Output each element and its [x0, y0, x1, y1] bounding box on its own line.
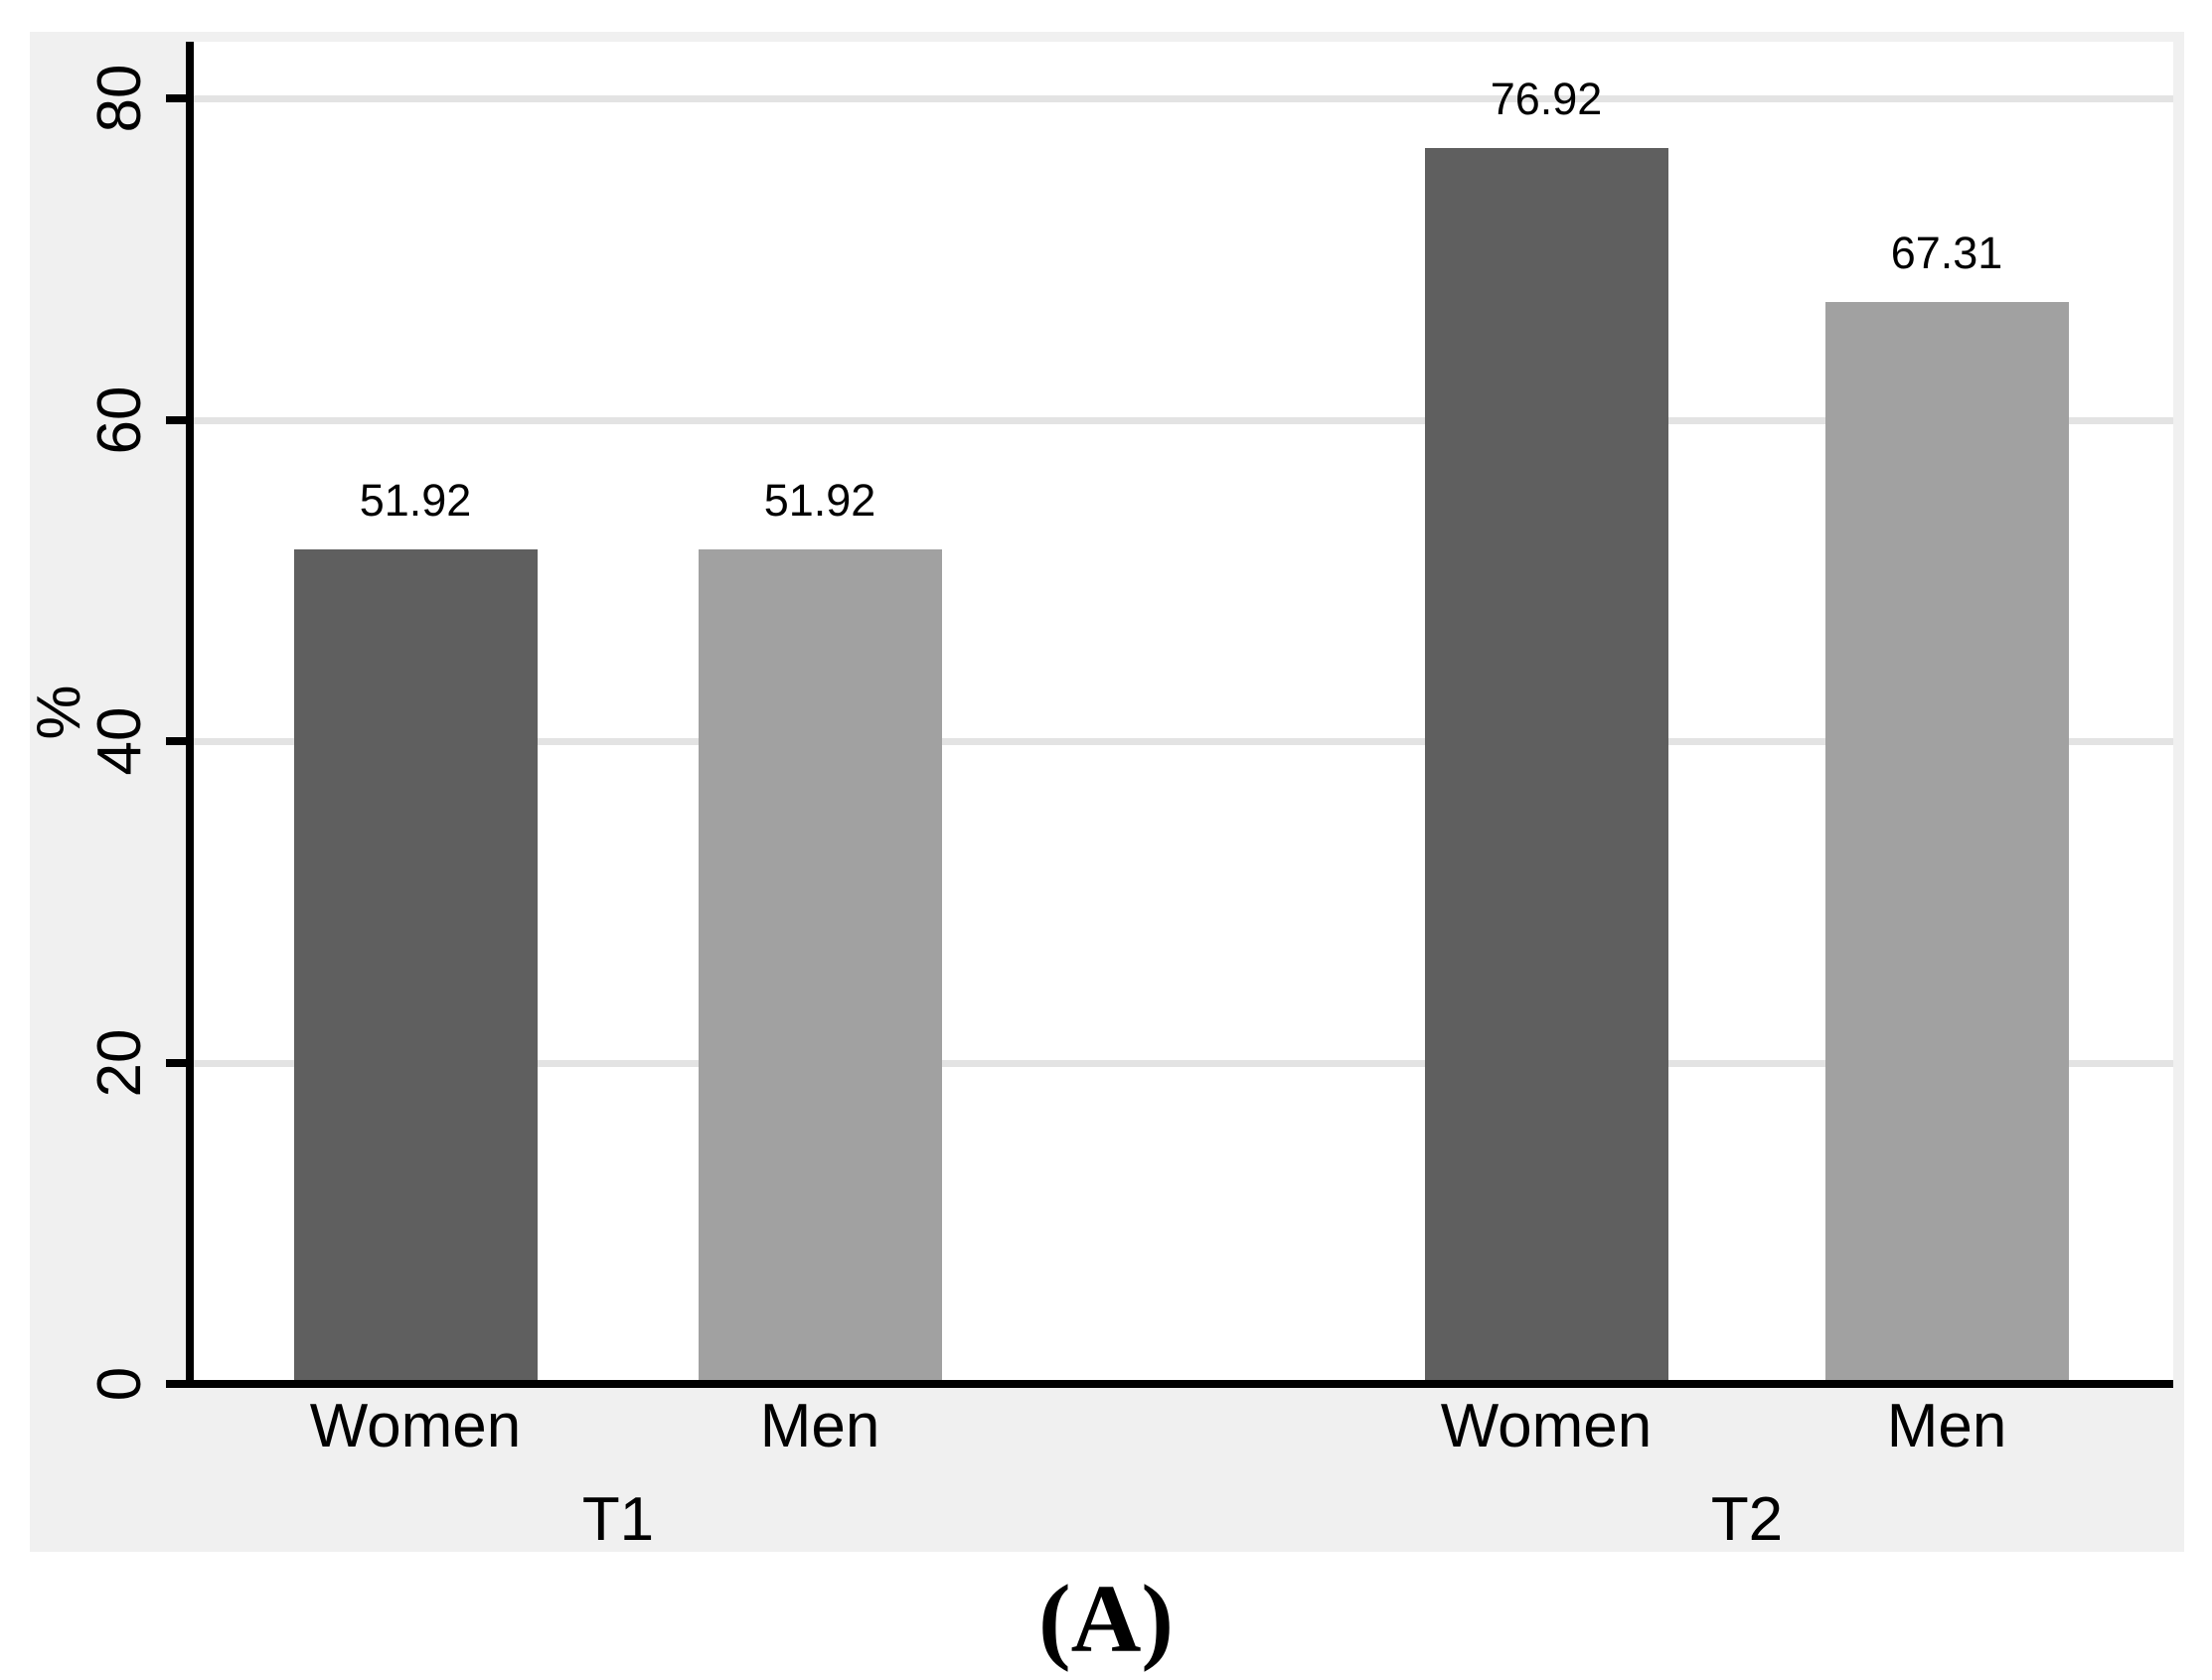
- value-label-t2-women: 76.92: [1490, 74, 1603, 124]
- group-label-t2: T2: [1710, 1485, 1784, 1554]
- y-tick-0: [166, 1380, 190, 1388]
- bar-t2-women: [1424, 148, 1668, 1384]
- gridline-80: [190, 95, 2173, 102]
- category-label-t1-men: Men: [759, 1392, 880, 1460]
- gridline-40: [190, 738, 2173, 745]
- bar-t2-men: [1824, 302, 2069, 1384]
- category-label-t2-women: Women: [1440, 1392, 1653, 1460]
- y-tick-60: [166, 416, 190, 424]
- y-tick-20: [166, 1059, 190, 1067]
- panel-caption: (A): [1037, 1566, 1175, 1673]
- category-label-t2-men: Men: [1886, 1392, 2007, 1460]
- bar-t1-women: [293, 549, 538, 1384]
- category-label-t1-women: Women: [309, 1392, 522, 1460]
- value-label-t2-men: 67.31: [1890, 228, 2003, 278]
- x-axis-line: [166, 1380, 2173, 1388]
- y-axis-line: [186, 42, 194, 1388]
- gridline-20: [190, 1060, 2173, 1067]
- y-tick-80: [166, 94, 190, 102]
- gridline-60: [190, 417, 2173, 424]
- bar-t1-men: [698, 549, 942, 1384]
- value-label-t1-men: 51.92: [763, 475, 876, 526]
- group-label-t1: T1: [581, 1485, 655, 1554]
- value-label-t1-women: 51.92: [359, 475, 472, 526]
- y-tick-40: [166, 737, 190, 745]
